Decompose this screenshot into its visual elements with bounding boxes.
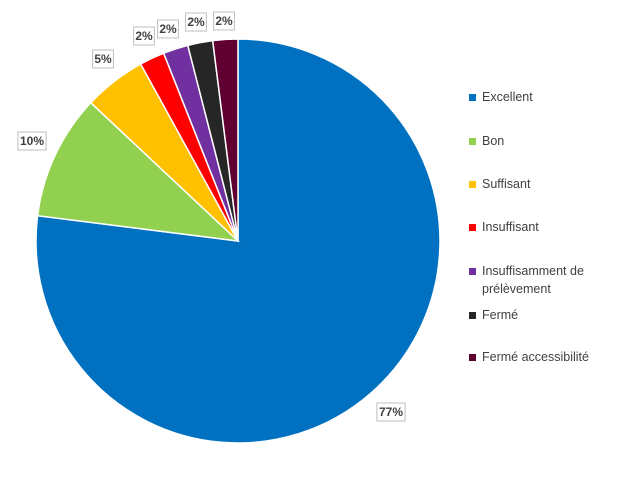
data-label-box [185, 12, 207, 32]
pie-slices [35, 38, 441, 444]
legend-label: Excellent [482, 90, 533, 104]
data-label-5: 2% [157, 19, 179, 39]
data-label-text: 10% [20, 134, 44, 148]
legend-label: Bon [482, 134, 505, 148]
legend-item-4: Insuffisant [469, 218, 612, 236]
data-label-box [133, 26, 155, 46]
data-label-box [92, 49, 114, 69]
data-label-text: 77% [379, 405, 403, 419]
data-label-6: 2% [185, 12, 207, 32]
legend-swatch [469, 224, 476, 231]
pie-slice-7 [211, 38, 239, 242]
legend-item-6: Fermé [469, 306, 612, 324]
legend-label: Fermé [482, 308, 519, 322]
legend-swatch [469, 94, 476, 101]
legend-label: Insuffisamment de prélèvement [482, 264, 584, 296]
pie-slice-2 [36, 101, 241, 243]
legend-swatch [469, 312, 476, 319]
data-label-3: 5% [92, 49, 114, 69]
data-label-box [213, 11, 235, 31]
legend-item-5: Insuffisamment de prélèvement [469, 262, 612, 298]
data-label-7: 2% [213, 11, 235, 31]
legend-item-3: Suffisant [469, 175, 612, 193]
legend-label: Suffisant [482, 177, 531, 191]
data-label-box [376, 402, 406, 422]
data-label-box [17, 131, 47, 151]
legend-item-2: Bon [469, 132, 612, 150]
data-label-box [157, 19, 179, 39]
legend-item-1: Excellent [469, 88, 612, 106]
legend-swatch [469, 181, 476, 188]
pie-data-labels: 77% 10% 5% 2% 2% 2% 2% [17, 11, 406, 422]
data-label-text: 2% [215, 14, 233, 28]
legend-item-7: Fermé accessibilité [469, 348, 612, 366]
data-label-text: 2% [135, 29, 153, 43]
legend-swatch [469, 354, 476, 361]
data-label-2: 10% [17, 131, 47, 151]
data-label-4: 2% [133, 26, 155, 46]
data-label-text: 2% [159, 22, 177, 36]
legend-label: Fermé accessibilité [482, 350, 589, 364]
data-label-text: 2% [187, 15, 205, 29]
legend-swatch [469, 138, 476, 145]
legend-label: Insuffisant [482, 220, 539, 234]
data-label-1: 77% [376, 402, 406, 422]
legend-swatch [469, 268, 476, 275]
data-label-text: 5% [94, 52, 112, 66]
